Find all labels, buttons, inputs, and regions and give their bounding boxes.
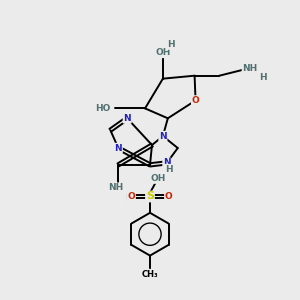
Text: NH: NH [108, 183, 124, 192]
Text: H: H [165, 165, 172, 174]
Text: N: N [159, 132, 167, 141]
Text: OH: OH [150, 174, 165, 183]
Text: H: H [167, 40, 175, 49]
Text: N: N [163, 158, 171, 167]
Text: S: S [146, 191, 154, 202]
Text: CH₃: CH₃ [142, 269, 158, 278]
Text: O: O [128, 192, 135, 201]
Text: O: O [192, 96, 200, 105]
Text: H: H [259, 73, 266, 82]
Text: O: O [165, 192, 172, 201]
Text: NH: NH [242, 64, 258, 73]
Text: N: N [115, 143, 122, 152]
Text: OH: OH [155, 48, 171, 57]
Text: H: H [125, 194, 133, 202]
Text: HO: HO [95, 104, 111, 113]
Text: N: N [123, 114, 131, 123]
